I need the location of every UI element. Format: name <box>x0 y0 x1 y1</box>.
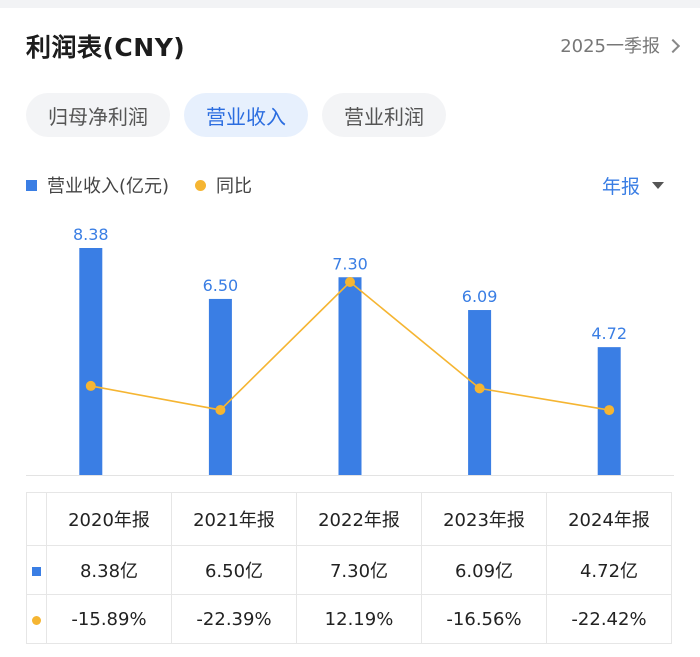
table-header-cell: 2021年报 <box>171 492 297 546</box>
table-header-cell: 2022年报 <box>296 492 422 546</box>
bar-value-label: 4.72 <box>591 324 627 343</box>
table-cell: -22.42% <box>546 594 672 644</box>
bar-legend-icon <box>26 179 37 191</box>
legend-label-revenue: 营业收入(亿元) <box>47 176 170 197</box>
report-period-label: 2025一季报 <box>560 36 660 57</box>
chevron-right-icon <box>665 38 681 53</box>
bar-value-label: 6.50 <box>203 276 239 295</box>
table-cell: 6.50亿 <box>171 545 297 595</box>
table-cell: -15.89% <box>46 594 172 644</box>
revenue-chart: 8.38 6.50 7.30 6.09 4.72 <box>26 225 674 476</box>
bar-2021年报 <box>208 298 232 475</box>
legend-label-yoy: 同比 <box>216 176 253 197</box>
dot-legend-icon <box>195 179 207 191</box>
table-header-row: 2020年报 2021年报 2022年报 2023年报 2024年报 <box>26 492 672 546</box>
legend-item-yoy[interactable]: 同比 <box>179 172 252 198</box>
table-row-revenue: 8.38亿 6.50亿 7.30亿 6.09亿 4.72亿 <box>26 545 672 595</box>
period-dropdown-value: 年报 <box>601 176 640 198</box>
yoy-point-2024年报 <box>604 405 615 416</box>
yoy-point-2023年报 <box>474 383 485 394</box>
tab-operating-profit[interactable]: 营业利润 <box>322 93 446 137</box>
table-cell: -16.56% <box>421 594 547 644</box>
yoy-point-2021年报 <box>215 404 226 415</box>
period-dropdown[interactable]: 年报 <box>602 172 664 199</box>
caret-down-icon <box>652 182 664 189</box>
table-row-marker <box>26 545 47 595</box>
bar-marker-icon <box>32 566 41 576</box>
bar-2022年报 <box>338 277 362 475</box>
bar-value-label: 7.30 <box>332 254 368 273</box>
header: 利润表(CNY) 2025一季报 <box>0 8 700 80</box>
bar-2020年报 <box>79 248 103 475</box>
tab-revenue[interactable]: 营业收入 <box>184 93 308 137</box>
table-cell: 7.30亿 <box>296 545 422 595</box>
page-title: 利润表(CNY) <box>26 33 186 62</box>
data-table: 2020年报 2021年报 2022年报 2023年报 2024年报 8.38亿… <box>26 492 672 644</box>
table-row-yoy: -15.89% -22.39% 12.19% -16.56% -22.42% <box>26 594 672 644</box>
table-header-cell: 2020年报 <box>46 492 172 546</box>
table-cell: 8.38亿 <box>46 545 172 595</box>
dot-marker-icon <box>32 615 41 625</box>
legend-item-revenue[interactable]: 营业收入(亿元) <box>26 172 169 198</box>
bar-value-label: 8.38 <box>73 225 109 244</box>
table-header-cell: 2024年报 <box>546 492 672 546</box>
table-row-marker <box>26 594 47 644</box>
metric-tabs: 归母净利润 营业收入 营业利润 <box>26 93 446 137</box>
report-period-link[interactable]: 2025一季报 <box>560 32 681 58</box>
table-cell: 12.19% <box>296 594 422 644</box>
bar-value-label: 6.09 <box>462 287 498 306</box>
yoy-point-2022年报 <box>345 277 355 287</box>
table-cell: 4.72亿 <box>546 545 672 595</box>
table-cell: -22.39% <box>171 594 297 644</box>
table-header-cell: 2023年报 <box>421 492 547 546</box>
yoy-point-2020年报 <box>85 380 96 391</box>
top-strip <box>0 0 700 8</box>
table-corner-cell <box>26 492 47 546</box>
chart-legend: 营业收入(亿元) 同比 <box>26 172 252 198</box>
tab-net-profit[interactable]: 归母净利润 <box>26 93 170 137</box>
table-cell: 6.09亿 <box>421 545 547 595</box>
